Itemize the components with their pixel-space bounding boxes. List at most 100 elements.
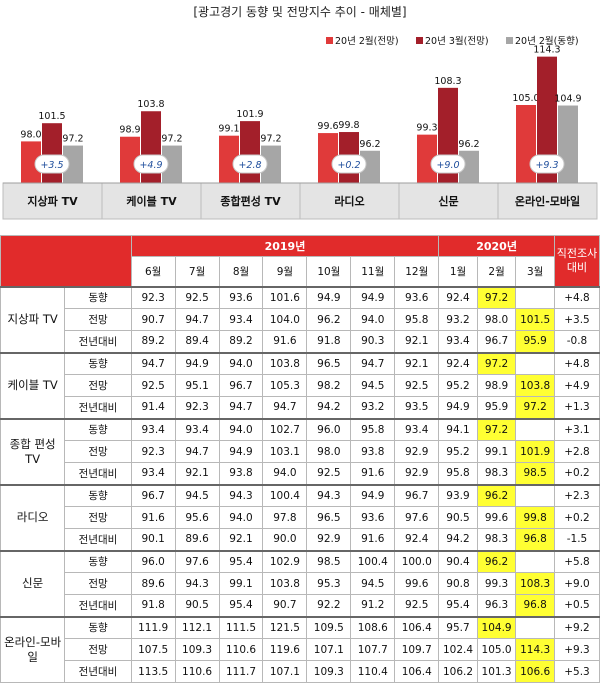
value-cell: 96.0 (306, 417, 352, 441)
value-cell: 92.4 (438, 285, 478, 309)
table-body: 지상파 TV 동향 92.3 92.5 93.6 101.6 94.9 94.9 93.6 92.… (0, 285, 600, 683)
metric-label: 전망 (64, 638, 132, 661)
delta-label: +4.9 (139, 160, 162, 171)
value-cell (515, 351, 555, 375)
value-cell: 99.8 (515, 506, 555, 529)
category-label: 라디오 (334, 194, 364, 208)
month-header: 7월 (174, 256, 220, 287)
value-cell: 91.8 (306, 330, 352, 353)
metric-label: 동향 (64, 483, 132, 507)
table-row: 온라인-모바일 동향 111.9 112.1 111.5 121.5 109.5 108.6 1… (0, 615, 600, 683)
value-cell: 106.4 (394, 615, 440, 639)
category-label: 케이블 TV (126, 194, 177, 208)
value-cell: 93.6 (350, 506, 396, 529)
value-cell: 96.2 (476, 483, 517, 507)
bar (360, 150, 380, 183)
value-cell: 99.6 (394, 572, 440, 595)
value-cell: 94.2 (438, 528, 478, 551)
value-cell: 96.3 (476, 594, 517, 617)
delta-label: +0.2 (337, 160, 360, 171)
metric-label: 전망 (64, 308, 132, 331)
value-cell: 95.4 (218, 594, 264, 617)
bar (42, 123, 62, 183)
table-row: 전망 91.6 95.6 94.0 97.8 96.5 93.6 97.6 90.5 99.6 99… (1, 506, 600, 529)
delta-badge (133, 154, 169, 174)
value-cell: 93.2 (438, 308, 478, 331)
value-cell: 92.4 (438, 351, 478, 375)
value-cell: 97.8 (262, 506, 308, 529)
value-cell: 110.6 (218, 638, 264, 661)
value-cell: 113.5 (130, 660, 176, 683)
delta-label: +2.8 (238, 160, 261, 171)
year-2019-header: 2019년 (130, 235, 440, 257)
value-cell: 92.9 (394, 462, 440, 485)
value-cell: 102.4 (438, 638, 478, 661)
compare-cell: +0.2 (553, 506, 600, 529)
value-cell: 94.9 (174, 351, 220, 375)
value-cell: 107.1 (306, 638, 352, 661)
bar (162, 145, 182, 183)
table-row: 전망 92.5 95.1 96.7 105.3 98.2 94.5 92.5 95.2 98.9 1… (1, 374, 600, 397)
value-cell: 94.0 (262, 462, 308, 485)
value-cell: 102.7 (262, 417, 308, 441)
metric-label: 전년대비 (64, 594, 132, 617)
value-cell: 92.1 (394, 330, 440, 353)
legend-item-series2: 20년 3월(전망) (416, 33, 489, 47)
value-cell: 97.2 (476, 351, 517, 375)
value-cell: 91.6 (350, 462, 396, 485)
metric-label: 전년대비 (64, 528, 132, 551)
value-cell: 94.5 (350, 572, 396, 595)
index-table: 2019년 2020년 직전조사 대비 6월 7월 8월 9월 10월 11월 12월 1월 2… (0, 235, 600, 683)
value-cell: 94.0 (218, 506, 264, 529)
metric-label: 동향 (64, 285, 132, 309)
value-cell (515, 285, 555, 309)
value-cell: 94.7 (262, 396, 308, 419)
value-cell: 90.5 (174, 594, 220, 617)
bar-value-label: 114.3 (533, 45, 560, 56)
value-cell: 93.4 (218, 308, 264, 331)
value-cell: 93.8 (218, 462, 264, 485)
value-cell: 95.6 (174, 506, 220, 529)
value-cell: 90.7 (262, 594, 308, 617)
metric-label: 전망 (64, 572, 132, 595)
metric-label: 동향 (64, 615, 132, 639)
bar-value-label: 108.3 (434, 76, 461, 87)
compare-cell: +3.5 (553, 308, 600, 331)
value-cell: 96.2 (306, 308, 352, 331)
value-cell: 121.5 (262, 615, 308, 639)
compare-cell: -1.5 (553, 528, 600, 551)
value-cell: 96.8 (515, 594, 555, 617)
value-cell: 100.4 (262, 483, 308, 507)
media-label: 지상파 TV (0, 285, 66, 353)
value-cell: 111.5 (218, 615, 264, 639)
table-row: 라디오 동향 96.7 94.5 94.3 100.4 94.3 94.9 96.7 93.9 96… (0, 483, 600, 551)
compare-cell: +4.8 (553, 285, 600, 309)
compare-cell: -0.8 (553, 330, 600, 353)
value-cell: 91.4 (130, 396, 176, 419)
value-cell: 94.9 (350, 285, 396, 309)
value-cell: 95.1 (174, 374, 220, 397)
value-cell: 99.1 (476, 440, 517, 463)
value-cell: 96.2 (476, 549, 517, 573)
bar (240, 121, 260, 183)
value-cell: 103.8 (515, 374, 555, 397)
value-cell: 94.7 (174, 440, 220, 463)
value-cell: 93.4 (438, 330, 478, 353)
value-cell: 92.9 (306, 528, 352, 551)
compare-cell: +4.9 (553, 374, 600, 397)
table-row: 전년대비 91.8 90.5 95.4 90.7 92.2 91.2 92.5 95.4 96.3… (1, 594, 600, 617)
compare-cell: +0.2 (553, 462, 600, 485)
legend-label-series2: 20년 3월(전망) (425, 36, 489, 47)
media-label: 신문 (0, 549, 66, 617)
bar (459, 150, 479, 183)
delta-badge (430, 154, 466, 174)
value-cell: 92.2 (306, 594, 352, 617)
bar (318, 133, 338, 183)
value-cell: 97.2 (476, 285, 517, 309)
table-row: 전년대비 113.5 110.6 111.7 107.1 109.3 110.4 106.4 1… (1, 660, 600, 683)
bar-value-label: 96.2 (458, 139, 479, 150)
value-cell: 91.8 (130, 594, 176, 617)
value-cell: 95.2 (438, 440, 478, 463)
value-cell: 104.0 (262, 308, 308, 331)
value-cell: 91.6 (262, 330, 308, 353)
